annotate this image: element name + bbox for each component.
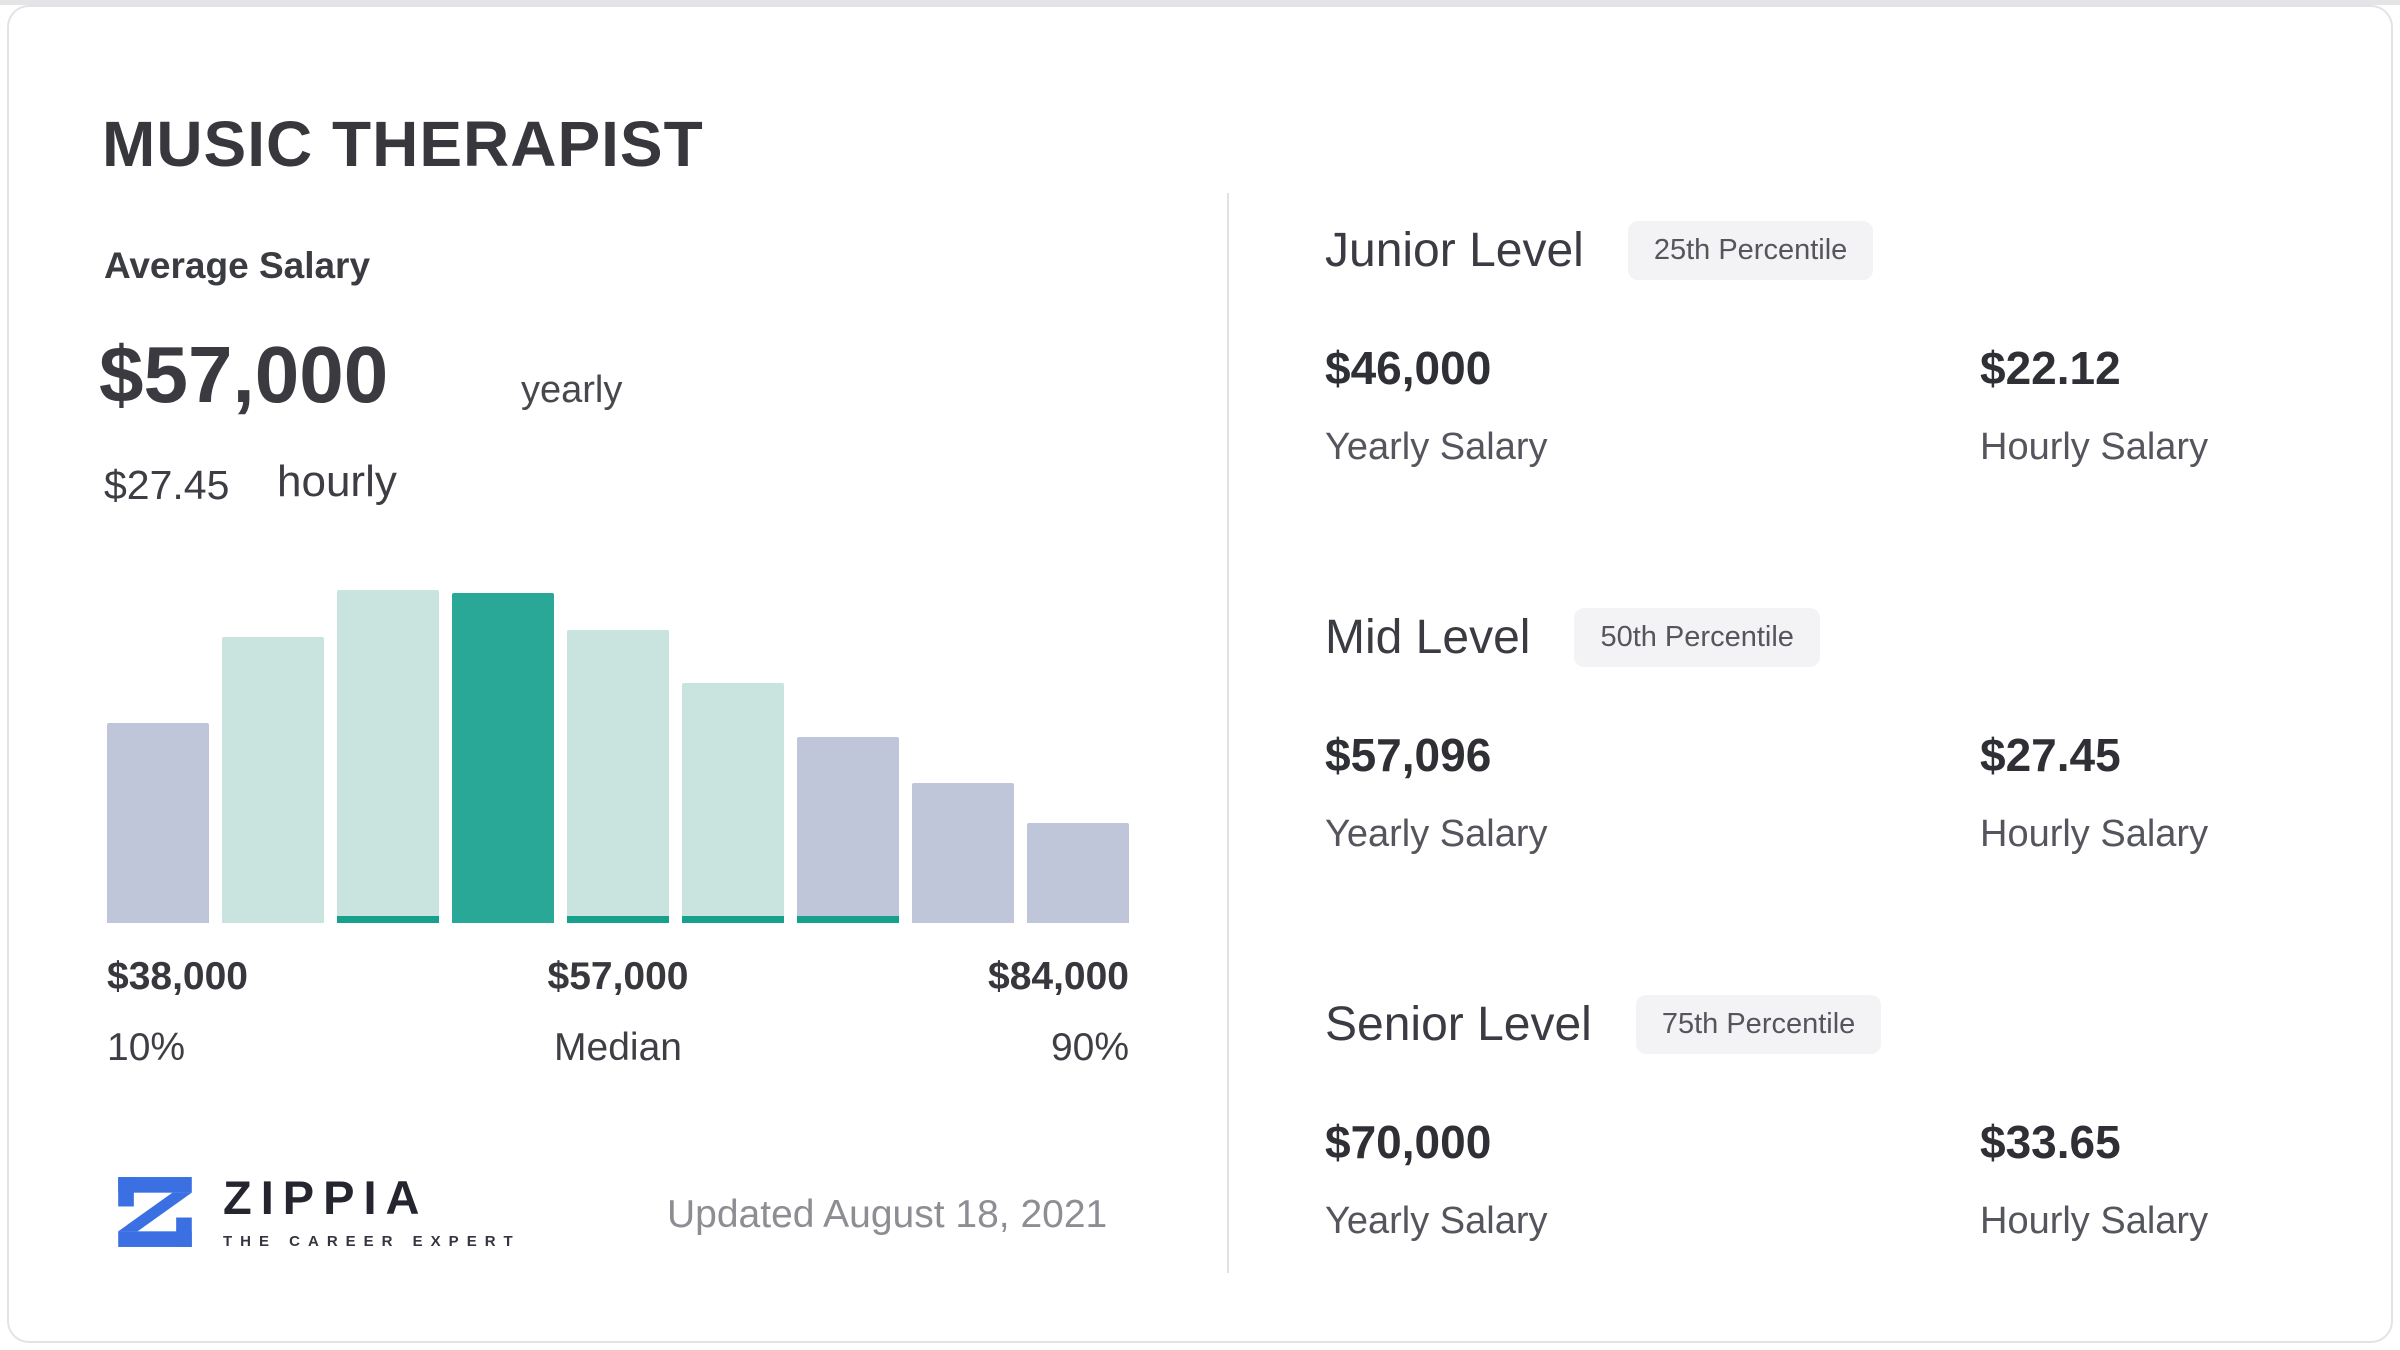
- junior-hourly-label: Hourly Salary: [1980, 426, 2209, 468]
- senior-hourly-label: Hourly Salary: [1980, 1200, 2209, 1242]
- salary-distribution-chart: [107, 583, 1129, 923]
- page-top-edge: [0, 0, 2400, 5]
- senior-yearly-value: $70,000: [1325, 1116, 1492, 1168]
- mid-level-percentile-badge: 50th Percentile: [1574, 608, 1820, 667]
- distribution-bar-accent-strip: [797, 916, 899, 923]
- senior-level-section: Senior Level 75th Percentile $70,000 Yea…: [1325, 995, 2235, 1295]
- junior-yearly-column: $46,000 Yearly Salary: [1325, 341, 1548, 469]
- average-hourly-unit: hourly: [277, 457, 397, 506]
- distribution-bar-3: [337, 590, 439, 923]
- junior-yearly-value: $46,000: [1325, 342, 1492, 394]
- junior-level-percentile-badge: 25th Percentile: [1627, 221, 1874, 280]
- mid-yearly-label: Yearly Salary: [1325, 813, 1548, 855]
- distribution-bar-6: [682, 683, 784, 923]
- distribution-bar-1: [107, 723, 209, 923]
- junior-yearly-label: Yearly Salary: [1325, 426, 1548, 468]
- senior-level-name: Senior Level: [1325, 998, 1592, 1051]
- junior-level-header: Junior Level 25th Percentile: [1325, 221, 2235, 280]
- senior-yearly-label: Yearly Salary: [1325, 1200, 1548, 1242]
- zippia-logo: ZIPPIA THE CAREER EXPERT: [109, 1165, 521, 1259]
- junior-hourly-value: $22.12: [1980, 342, 2121, 394]
- distribution-bar-9: [1027, 823, 1129, 923]
- average-yearly-unit: yearly: [521, 369, 623, 411]
- median-annotation: $57,000 Median: [548, 955, 689, 1070]
- senior-level-percentile-badge: 75th Percentile: [1635, 995, 1882, 1054]
- percentile-90-label: 90%: [1050, 1026, 1129, 1069]
- mid-level-header: Mid Level 50th Percentile: [1325, 608, 2235, 667]
- zippia-z-icon: [118, 1177, 192, 1247]
- chart-axis-annotations: $38,000 10% $57,000 Median $84,000 90%: [107, 955, 1129, 1085]
- distribution-bar-8: [912, 783, 1014, 923]
- senior-hourly-value: $33.65: [1980, 1116, 2121, 1168]
- percentile-10-value: $38,000: [107, 955, 248, 998]
- distribution-bar-4: [452, 593, 554, 923]
- mid-hourly-column: $27.45 Hourly Salary: [1980, 728, 2208, 856]
- percentile-10-annotation: $38,000 10%: [107, 955, 248, 1070]
- junior-level-name: Junior Level: [1325, 224, 1584, 277]
- average-hourly-value: $27.45: [104, 462, 230, 508]
- median-value: $57,000: [547, 955, 689, 998]
- mid-hourly-label: Hourly Salary: [1980, 813, 2209, 855]
- distribution-bar-2: [222, 637, 324, 923]
- page-title: MUSIC THERAPIST: [102, 108, 704, 180]
- distribution-bar-accent-strip: [567, 916, 669, 923]
- mid-yearly-value: $57,096: [1325, 729, 1492, 781]
- zippia-logo-text: ZIPPIA THE CAREER EXPERT: [223, 1174, 521, 1250]
- mid-level-name: Mid Level: [1325, 611, 1531, 664]
- senior-level-header: Senior Level 75th Percentile: [1325, 995, 2235, 1054]
- average-yearly-value: $57,000: [99, 330, 389, 419]
- distribution-bar-5: [567, 630, 669, 923]
- mid-yearly-column: $57,096 Yearly Salary: [1325, 728, 1548, 856]
- distribution-bar-accent-strip: [682, 916, 784, 923]
- junior-level-section: Junior Level 25th Percentile $46,000 Yea…: [1325, 221, 2235, 521]
- median-label: Median: [554, 1026, 682, 1069]
- updated-date: Updated August 18, 2021: [667, 1193, 1108, 1236]
- junior-hourly-column: $22.12 Hourly Salary: [1980, 341, 2208, 469]
- percentile-10-label: 10%: [107, 1026, 186, 1069]
- distribution-bar-accent-strip: [337, 916, 439, 923]
- mid-level-section: Mid Level 50th Percentile $57,096 Yearly…: [1325, 608, 2235, 908]
- distribution-bar-7: [797, 737, 899, 923]
- senior-yearly-column: $70,000 Yearly Salary: [1325, 1115, 1548, 1243]
- average-salary-heading: Average Salary: [104, 245, 371, 286]
- zippia-brand-name: ZIPPIA: [223, 1171, 429, 1224]
- salary-card: MUSIC THERAPIST Average Salary $57,000 y…: [7, 5, 2393, 1343]
- vertical-divider: [1227, 193, 1229, 1273]
- percentile-90-annotation: $84,000 90%: [988, 955, 1129, 1070]
- mid-hourly-value: $27.45: [1980, 729, 2121, 781]
- zippia-tagline: THE CAREER EXPERT: [223, 1233, 521, 1250]
- senior-hourly-column: $33.65 Hourly Salary: [1980, 1115, 2208, 1243]
- percentile-90-value: $84,000: [988, 955, 1129, 998]
